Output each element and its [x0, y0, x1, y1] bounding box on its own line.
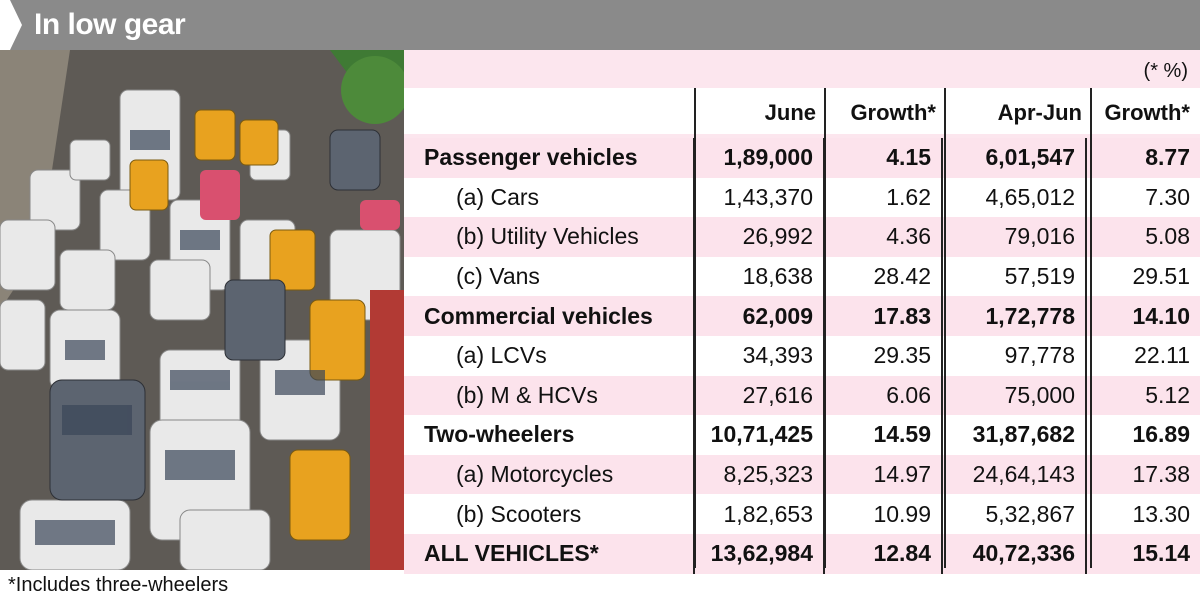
cell-growth-june: 10.99 [823, 494, 942, 534]
header-bar: In low gear [0, 0, 1200, 50]
sales-table: Passenger vehicles 1,89,000 4.15 6,01,547 8.… [404, 138, 1200, 574]
column-header-row [404, 88, 1200, 134]
column-divider [1090, 88, 1092, 568]
cell-june: 10,71,425 [693, 415, 824, 455]
cell-june: 62,009 [693, 296, 824, 336]
cell-apr-jun: 6,01,547 [941, 138, 1086, 178]
table-row: (b) Utility Vehicles 26,992 4.36 79,016 5.08 [404, 217, 1200, 257]
cell-growth-apr-jun: 5.12 [1085, 375, 1200, 416]
cell-apr-jun: 97,778 [941, 335, 1086, 376]
row-label: Commercial vehicles [404, 296, 694, 336]
cell-growth-apr-jun: 15.14 [1085, 533, 1200, 574]
cell-growth-june: 1.62 [823, 177, 942, 218]
units-note: (* %) [1143, 60, 1188, 82]
cell-apr-jun: 4,65,012 [941, 177, 1086, 218]
col-header-growth-apr-jun: Growth* [1104, 100, 1190, 125]
cell-june: 1,43,370 [693, 177, 824, 218]
column-divider [694, 88, 696, 568]
page-title: In low gear [34, 8, 186, 41]
cell-growth-apr-jun: 13.30 [1085, 494, 1200, 534]
table-row: (a) Motorcycles 8,25,323 14.97 24,64,143 17.… [404, 454, 1200, 495]
cell-growth-apr-jun: 8.77 [1085, 138, 1200, 178]
cell-apr-jun: 79,016 [941, 217, 1086, 257]
table-row: (b) Scooters 1,82,653 10.99 5,32,867 13.30 [404, 494, 1200, 534]
cell-june: 18,638 [693, 256, 824, 297]
table-row: (b) M & HCVs 27,616 6.06 75,000 5.12 [404, 375, 1200, 416]
cell-growth-apr-jun: 5.08 [1085, 217, 1200, 257]
cell-growth-june: 12.84 [823, 533, 942, 574]
cell-growth-apr-jun: 14.10 [1085, 296, 1200, 336]
cell-june: 27,616 [693, 375, 824, 416]
cell-june: 26,992 [693, 217, 824, 257]
row-label: (c) Vans [404, 256, 694, 297]
footnote: *Includes three-wheelers [8, 574, 229, 596]
table-row: Two-wheelers 10,71,425 14.59 31,87,682 16.89 [404, 415, 1200, 455]
column-divider [824, 88, 826, 568]
cell-apr-jun: 24,64,143 [941, 454, 1086, 495]
cell-apr-jun: 57,519 [941, 256, 1086, 297]
column-divider [944, 88, 946, 568]
cell-apr-jun: 5,32,867 [941, 494, 1086, 534]
cell-growth-apr-jun: 16.89 [1085, 415, 1200, 455]
table-row: Commercial vehicles 62,009 17.83 1,72,778 14… [404, 296, 1200, 336]
row-label: (a) LCVs [404, 335, 694, 376]
cell-growth-june: 4.15 [823, 138, 942, 178]
sales-table-panel: (* %) June Growth* Apr-Jun Growth* Passe… [404, 50, 1200, 574]
cell-growth-june: 28.42 [823, 256, 942, 297]
cell-growth-june: 29.35 [823, 335, 942, 376]
cell-apr-jun: 75,000 [941, 375, 1086, 416]
cell-growth-apr-jun: 29.51 [1085, 256, 1200, 297]
cell-growth-june: 14.97 [823, 454, 942, 495]
row-label: ALL VEHICLES* [404, 533, 694, 574]
cell-growth-apr-jun: 7.30 [1085, 177, 1200, 218]
cell-june: 13,62,984 [693, 533, 824, 574]
table-row: (c) Vans 18,638 28.42 57,519 29.51 [404, 256, 1200, 297]
traffic-photo [0, 50, 404, 570]
cell-growth-apr-jun: 22.11 [1085, 335, 1200, 376]
col-header-june: June [764, 100, 816, 125]
table-row: Passenger vehicles 1,89,000 4.15 6,01,547 8.… [404, 138, 1200, 178]
cell-june: 1,82,653 [693, 494, 824, 534]
row-label: (b) Utility Vehicles [404, 217, 694, 257]
row-label: (b) Scooters [404, 494, 694, 534]
col-header-growth-june: Growth* [850, 100, 936, 125]
cell-growth-june: 6.06 [823, 375, 942, 416]
cell-apr-jun: 40,72,336 [941, 533, 1086, 574]
cell-june: 1,89,000 [693, 138, 824, 178]
cell-growth-june: 4.36 [823, 217, 942, 257]
cell-apr-jun: 31,87,682 [941, 415, 1086, 455]
table-row: (a) Cars 1,43,370 1.62 4,65,012 7.30 [404, 177, 1200, 218]
row-label: Two-wheelers [404, 415, 694, 455]
row-label: (b) M & HCVs [404, 375, 694, 416]
col-header-apr-jun: Apr-Jun [997, 100, 1082, 125]
cell-growth-apr-jun: 17.38 [1085, 454, 1200, 495]
table-row: (a) LCVs 34,393 29.35 97,778 22.11 [404, 335, 1200, 376]
table-row: ALL VEHICLES* 13,62,984 12.84 40,72,336 15.1… [404, 533, 1200, 574]
cell-june: 8,25,323 [693, 454, 824, 495]
cell-apr-jun: 1,72,778 [941, 296, 1086, 336]
cell-june: 34,393 [693, 335, 824, 376]
row-label: (a) Motorcycles [404, 454, 694, 495]
cell-growth-june: 14.59 [823, 415, 942, 455]
row-label: Passenger vehicles [404, 138, 694, 178]
cell-growth-june: 17.83 [823, 296, 942, 336]
row-label: (a) Cars [404, 177, 694, 218]
chevron-right-icon [0, 0, 22, 50]
